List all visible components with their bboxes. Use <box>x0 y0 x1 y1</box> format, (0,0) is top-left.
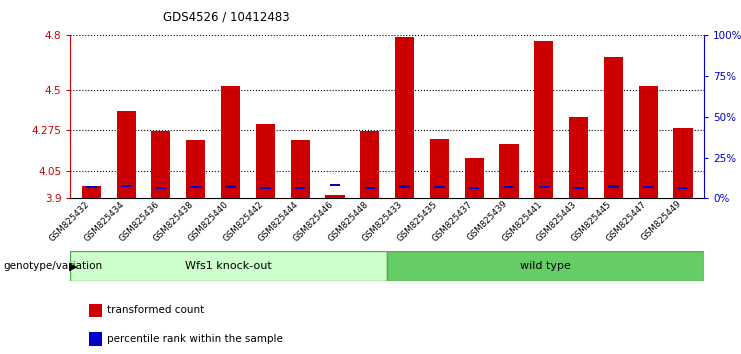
Bar <box>70 251 387 281</box>
Text: GSM825433: GSM825433 <box>361 199 405 243</box>
Bar <box>256 124 275 198</box>
Bar <box>604 57 623 198</box>
Text: transformed count: transformed count <box>107 306 205 315</box>
Bar <box>325 195 345 198</box>
Bar <box>574 187 584 189</box>
Bar <box>86 186 96 188</box>
Bar <box>295 187 305 189</box>
Bar <box>116 112 136 198</box>
Text: genotype/variation: genotype/variation <box>4 261 103 271</box>
Text: GDS4526 / 10412483: GDS4526 / 10412483 <box>163 11 290 24</box>
Text: GSM825440: GSM825440 <box>187 199 230 243</box>
Bar <box>387 251 704 281</box>
Text: GSM825436: GSM825436 <box>117 199 161 243</box>
Bar <box>395 37 414 198</box>
Bar <box>221 86 240 198</box>
Text: GSM825437: GSM825437 <box>431 199 474 243</box>
Bar <box>156 187 166 189</box>
Bar <box>151 131 170 198</box>
Bar <box>569 117 588 198</box>
Bar <box>534 41 554 198</box>
Text: GSM825442: GSM825442 <box>222 199 265 243</box>
Text: GSM825434: GSM825434 <box>82 199 126 243</box>
Bar <box>504 186 514 188</box>
Bar <box>539 185 549 188</box>
Bar <box>330 184 340 187</box>
Bar <box>186 140 205 198</box>
Text: percentile rank within the sample: percentile rank within the sample <box>107 334 283 344</box>
Bar <box>225 185 236 188</box>
Bar <box>121 185 131 187</box>
Text: GSM825438: GSM825438 <box>152 199 196 243</box>
Text: Wfs1 knock-out: Wfs1 knock-out <box>185 261 272 272</box>
Bar <box>639 86 658 198</box>
Bar <box>674 128 693 198</box>
Bar <box>260 187 270 189</box>
Bar <box>608 185 619 188</box>
Text: GSM825439: GSM825439 <box>465 199 509 243</box>
Bar <box>643 185 654 188</box>
Text: GSM825445: GSM825445 <box>570 199 614 243</box>
Bar <box>678 187 688 189</box>
Text: GSM825444: GSM825444 <box>256 199 300 243</box>
Bar <box>430 138 449 198</box>
Text: GSM825441: GSM825441 <box>500 199 544 243</box>
Text: GSM825443: GSM825443 <box>535 199 579 243</box>
Bar <box>499 144 519 198</box>
Bar <box>434 185 445 188</box>
Bar <box>290 140 310 198</box>
Bar <box>82 185 101 198</box>
Bar <box>190 185 201 188</box>
Text: GSM825447: GSM825447 <box>605 199 648 243</box>
Bar <box>360 131 379 198</box>
Text: GSM825432: GSM825432 <box>47 199 91 243</box>
Bar <box>465 159 484 198</box>
Bar <box>469 187 479 189</box>
Text: GSM825448: GSM825448 <box>326 199 370 243</box>
Text: ▶: ▶ <box>69 261 77 271</box>
Text: GSM825449: GSM825449 <box>639 199 683 243</box>
Bar <box>399 185 410 188</box>
Text: GSM825435: GSM825435 <box>396 199 439 243</box>
Text: wild type: wild type <box>520 261 571 272</box>
Text: GSM825446: GSM825446 <box>291 199 335 243</box>
Bar <box>365 187 375 189</box>
